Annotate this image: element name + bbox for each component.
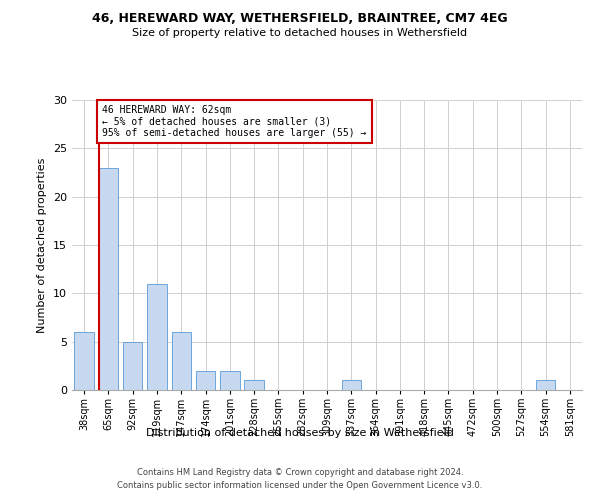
Bar — [220, 370, 239, 390]
Bar — [123, 342, 142, 390]
Bar — [147, 284, 167, 390]
Text: Distribution of detached houses by size in Wethersfield: Distribution of detached houses by size … — [146, 428, 454, 438]
Bar — [341, 380, 361, 390]
Bar — [196, 370, 215, 390]
Text: Contains HM Land Registry data © Crown copyright and database right 2024.: Contains HM Land Registry data © Crown c… — [137, 468, 463, 477]
Bar — [244, 380, 264, 390]
Bar — [172, 332, 191, 390]
Text: 46 HEREWARD WAY: 62sqm
← 5% of detached houses are smaller (3)
95% of semi-detac: 46 HEREWARD WAY: 62sqm ← 5% of detached … — [103, 105, 367, 138]
Text: Contains public sector information licensed under the Open Government Licence v3: Contains public sector information licen… — [118, 482, 482, 490]
Bar — [99, 168, 118, 390]
Bar — [74, 332, 94, 390]
Bar — [536, 380, 555, 390]
Text: Size of property relative to detached houses in Wethersfield: Size of property relative to detached ho… — [133, 28, 467, 38]
Text: 46, HEREWARD WAY, WETHERSFIELD, BRAINTREE, CM7 4EG: 46, HEREWARD WAY, WETHERSFIELD, BRAINTRE… — [92, 12, 508, 26]
Y-axis label: Number of detached properties: Number of detached properties — [37, 158, 47, 332]
